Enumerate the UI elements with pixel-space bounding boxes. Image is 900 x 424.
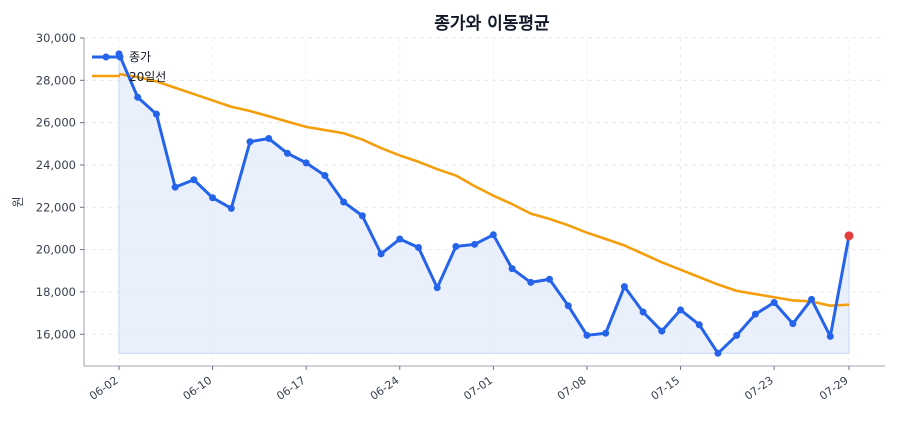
x-tick-label: 07-08 xyxy=(555,374,589,403)
close-point xyxy=(658,327,666,335)
y-tick-label: 18,000 xyxy=(36,285,76,299)
legend-ma20-label: 20일선 xyxy=(129,70,166,84)
ma20-series xyxy=(118,72,850,307)
close-point xyxy=(583,331,591,339)
close-point xyxy=(302,159,310,167)
close-point xyxy=(190,176,198,184)
close-point xyxy=(714,349,722,357)
y-tick-label: 22,000 xyxy=(36,200,76,214)
close-point xyxy=(227,204,235,212)
ma20-line xyxy=(118,72,850,307)
close-point xyxy=(733,331,741,339)
close-point xyxy=(358,212,366,220)
close-point xyxy=(171,183,179,191)
y-tick-label: 30,000 xyxy=(36,31,76,45)
close-area-fill xyxy=(118,53,850,355)
close-point xyxy=(639,308,647,316)
close-point xyxy=(209,194,217,202)
x-tick-label: 07-23 xyxy=(742,374,776,403)
close-point xyxy=(620,283,628,291)
x-tick-label: 06-02 xyxy=(87,374,121,403)
close-point xyxy=(677,306,685,314)
y-tick-label: 20,000 xyxy=(36,243,76,257)
close-point xyxy=(471,240,479,248)
x-tick-label: 06-10 xyxy=(181,374,215,403)
y-axis-label: 원 xyxy=(11,196,25,207)
legend-close-label: 종가 xyxy=(129,50,151,64)
y-tick-label: 16,000 xyxy=(36,327,76,341)
x-tick-label: 07-29 xyxy=(817,374,851,403)
close-point xyxy=(527,278,535,286)
close-point xyxy=(134,93,142,101)
close-point xyxy=(602,329,610,337)
close-point xyxy=(808,295,816,303)
close-point xyxy=(564,302,572,310)
chart-title: 종가와 이동평균 xyxy=(434,14,550,34)
close-last-point xyxy=(844,231,854,241)
close-point xyxy=(414,243,422,251)
close-point xyxy=(826,332,834,340)
legend: 종가 20일선 xyxy=(92,50,166,84)
x-tick-label: 07-15 xyxy=(649,374,683,403)
x-tick-label: 06-17 xyxy=(274,374,308,403)
close-point xyxy=(789,320,797,328)
y-tick-label: 26,000 xyxy=(36,116,76,130)
y-tick-labels: 16,000 18,000 20,000 22,000 24,000 26,000 28,0… xyxy=(36,31,84,341)
close-point xyxy=(489,231,497,239)
close-point xyxy=(452,242,460,250)
close-point xyxy=(283,149,291,157)
legend-close-marker-right xyxy=(116,53,124,61)
close-point xyxy=(246,138,254,146)
x-tick-label: 07-01 xyxy=(461,374,495,403)
close-point xyxy=(433,284,441,292)
x-tick-labels: 06-02 06-10 06-17 06-24 07-01 07-08 07-15 07-23… xyxy=(87,366,851,403)
close-point xyxy=(546,275,554,283)
close-point xyxy=(265,135,273,143)
close-point xyxy=(770,299,778,307)
x-tick-label: 06-24 xyxy=(368,374,402,403)
close-area xyxy=(118,53,850,355)
close-point xyxy=(377,250,385,258)
close-point xyxy=(152,110,160,118)
close-point xyxy=(751,310,759,318)
close-point xyxy=(321,172,329,180)
y-tick-label: 28,000 xyxy=(36,73,76,87)
close-point xyxy=(340,198,348,206)
close-point xyxy=(695,321,703,329)
legend-close-marker-left xyxy=(102,53,110,61)
close-line xyxy=(117,53,851,355)
close-point xyxy=(396,235,404,243)
close-point xyxy=(508,265,516,273)
y-tick-label: 24,000 xyxy=(36,158,76,172)
axes xyxy=(83,38,885,367)
